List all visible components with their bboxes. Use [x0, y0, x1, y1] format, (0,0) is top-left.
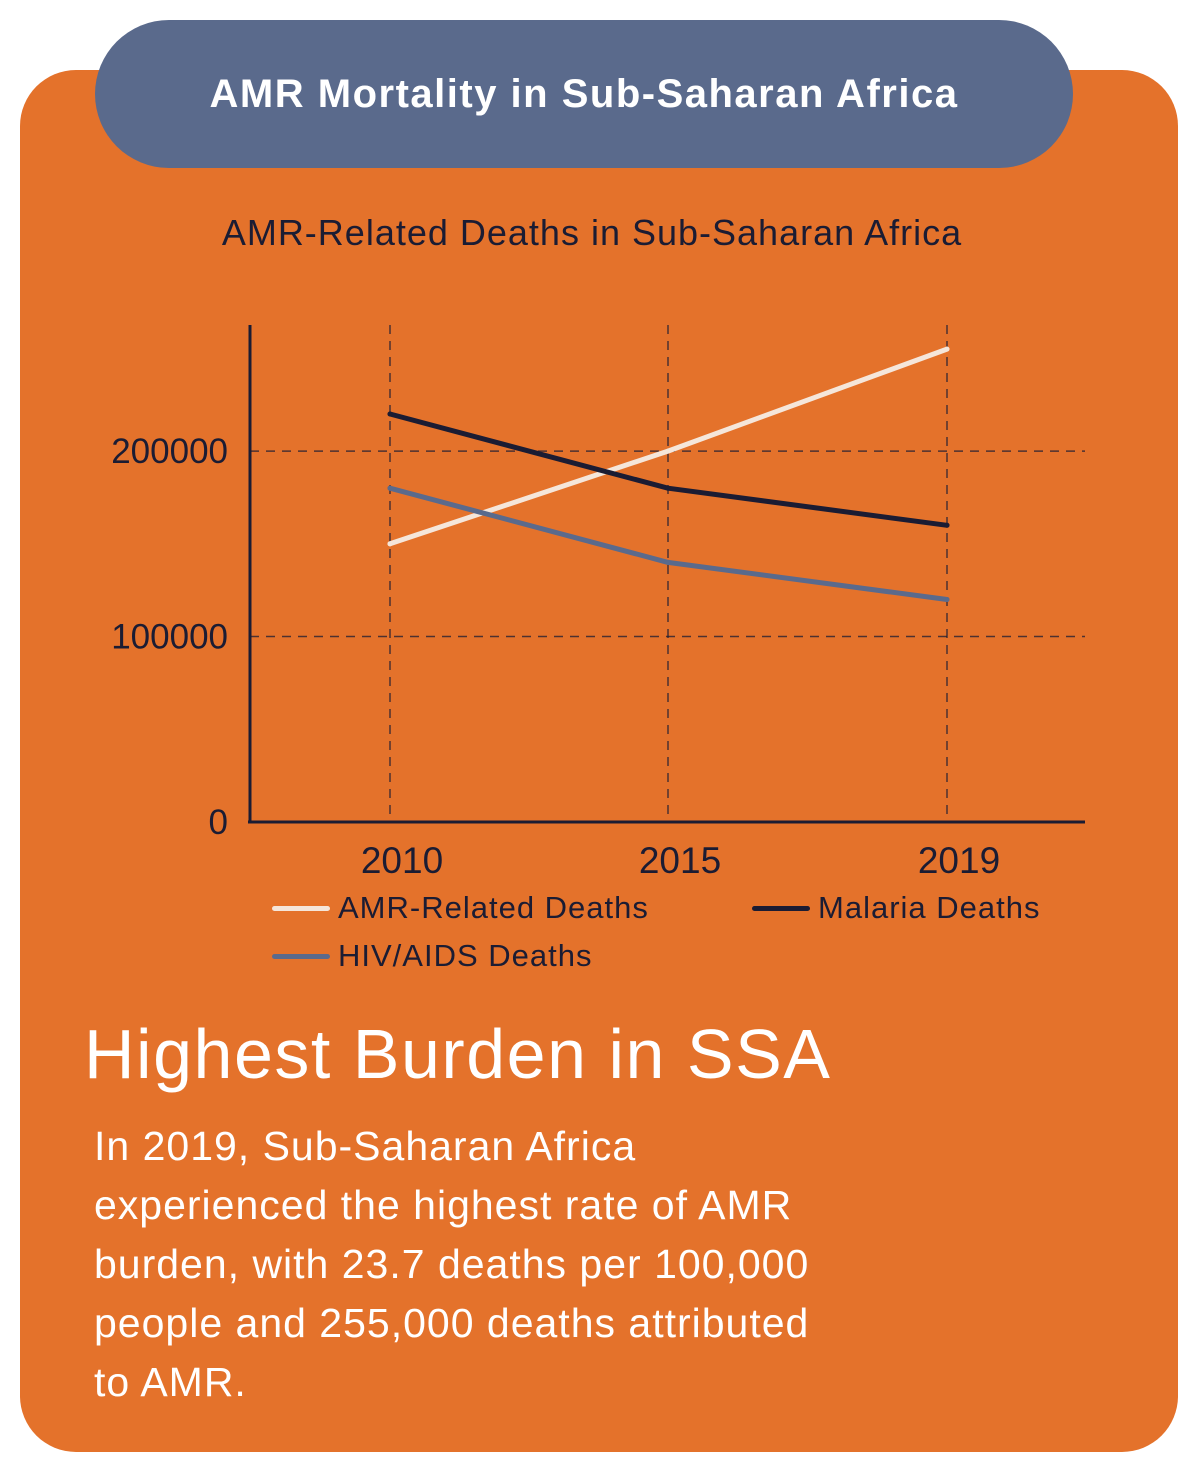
highlight-title: Highest Burden in SSA — [84, 1015, 832, 1093]
data-point-hiv-aids-deaths — [665, 559, 671, 565]
legend-item-malaria: Malaria Deaths — [752, 888, 1040, 928]
header-banner: AMR Mortality in Sub-Saharan Africa — [95, 20, 1073, 168]
line-chart: 0 100000 200000 2010 2015 2019 — [111, 325, 1085, 881]
data-point-amr-related-deaths — [387, 541, 393, 547]
y-tick-label: 100000 — [111, 618, 228, 657]
x-tick-label: 2010 — [361, 840, 443, 881]
legend-swatch-hiv — [272, 953, 330, 959]
data-point-malaria-deaths — [944, 522, 950, 528]
highlight-body-line: burden, with 23.7 deaths per 100,000 — [94, 1241, 810, 1287]
legend-swatch-amr — [272, 905, 330, 911]
data-point-amr-related-deaths — [665, 448, 671, 454]
legend-label-hiv: HIV/AIDS Deaths — [338, 938, 593, 973]
x-tick-label: 2015 — [639, 840, 721, 881]
data-point-malaria-deaths — [387, 411, 393, 417]
x-tick-label: 2019 — [918, 840, 1000, 881]
highlight-body-line: In 2019, Sub-Saharan Africa — [94, 1123, 637, 1169]
legend-item-hiv: HIV/AIDS Deaths — [272, 936, 592, 976]
highlight-body-line: people and 255,000 deaths attributed — [94, 1300, 810, 1346]
data-point-amr-related-deaths — [944, 346, 950, 352]
legend-swatch-malaria — [752, 905, 810, 911]
highlight-body: In 2019, Sub-Saharan Africa experienced … — [94, 1117, 974, 1412]
y-tick-label: 200000 — [111, 432, 228, 471]
legend-label-malaria: Malaria Deaths — [818, 890, 1041, 925]
y-tick-label: 0 — [209, 803, 228, 842]
infographic-card — [20, 70, 1178, 1452]
legend-item-amr: AMR-Related Deaths — [272, 888, 649, 928]
data-point-hiv-aids-deaths — [387, 485, 393, 491]
data-point-malaria-deaths — [665, 485, 671, 491]
legend-label-amr: AMR-Related Deaths — [338, 890, 649, 925]
highlight-body-line: to AMR. — [94, 1359, 247, 1405]
highlight-body-line: experienced the highest rate of AMR — [94, 1182, 793, 1228]
chart-title: AMR-Related Deaths in Sub-Saharan Africa — [221, 212, 963, 253]
header-title: AMR Mortality in Sub-Saharan Africa — [209, 71, 959, 116]
data-point-hiv-aids-deaths — [944, 596, 950, 602]
